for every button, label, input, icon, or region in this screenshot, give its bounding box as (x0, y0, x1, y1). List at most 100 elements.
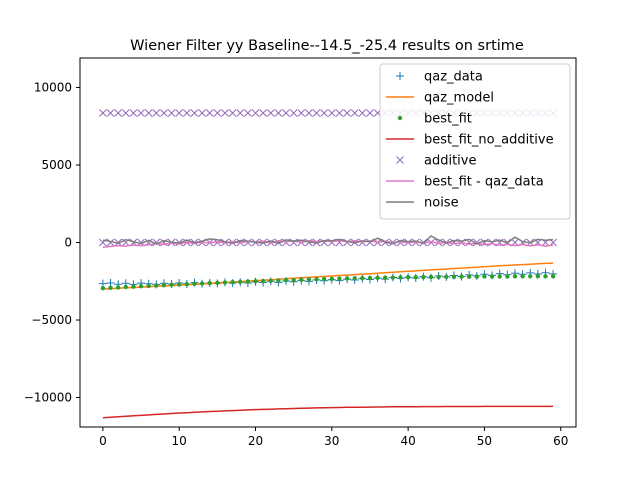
legend-swatch (397, 115, 403, 121)
legend-item-best-fit-qaz-data: best_fit - qaz_data (386, 175, 544, 190)
point-additive (198, 109, 206, 117)
point-additive (236, 109, 245, 117)
point-best-fit (215, 280, 220, 286)
x-tick-label: 20 (248, 434, 263, 448)
legend-swatch (396, 156, 404, 164)
point-additive (244, 109, 252, 117)
line-best-fit-no-additive (102, 405, 554, 419)
point-additive (167, 109, 176, 117)
point-best-fit (314, 277, 319, 282)
point-best-fit (268, 278, 273, 283)
point-best-fit (444, 274, 449, 279)
point-additive (221, 109, 229, 117)
point-best-fit (474, 274, 479, 279)
point-additive (175, 109, 184, 117)
point-additive (305, 109, 313, 117)
point-best-fit (505, 274, 510, 279)
y-tick-label: 10000 (34, 80, 72, 94)
point-additive (289, 109, 298, 117)
point-additive (266, 109, 275, 117)
point-additive (320, 109, 329, 117)
legend-item-qaz-data: qaz_data (396, 70, 483, 85)
x-tick-label: 40 (400, 434, 415, 448)
point-best-fit (360, 275, 365, 281)
legend-label: additive (424, 154, 476, 169)
point-best-fit (108, 285, 113, 290)
point-best-fit (177, 282, 182, 287)
x-axis: 0 10 20 30 40 50 60 (99, 427, 568, 448)
point-additive (244, 238, 252, 247)
point-best-fit (535, 274, 541, 279)
point-best-fit (367, 275, 373, 281)
point-best-fit (238, 279, 243, 285)
y-tick-label: 0 (64, 236, 72, 250)
point-additive (228, 238, 237, 247)
point-additive (274, 109, 283, 117)
point-additive (106, 238, 115, 247)
point-best-fit (131, 284, 136, 289)
point-best-fit (413, 275, 418, 280)
point-best-fit (222, 280, 228, 285)
point-best-fit (520, 274, 525, 279)
legend-item-best-fit: best_fit (397, 112, 472, 127)
point-additive (160, 109, 168, 117)
point-best-fit (253, 279, 258, 284)
point-best-fit (123, 284, 128, 290)
legend-item-additive: additive (396, 154, 476, 169)
point-additive (251, 109, 260, 117)
point-best-fit (199, 281, 205, 286)
point-best-fit (299, 277, 304, 282)
point-best-fit (291, 277, 296, 283)
point-best-fit (436, 274, 441, 280)
point-additive (99, 109, 107, 117)
x-tick-label: 60 (553, 434, 568, 448)
point-additive (182, 109, 191, 117)
legend-label: best_fit - qaz_data (424, 175, 544, 190)
point-additive (427, 238, 435, 247)
point-best-fit (283, 277, 289, 283)
point-additive (350, 109, 359, 117)
point-additive (137, 109, 145, 117)
point-best-fit (161, 282, 167, 288)
point-additive (366, 109, 374, 117)
point-best-fit (489, 274, 495, 279)
point-best-fit (421, 274, 426, 280)
point-best-fit (154, 283, 159, 288)
point-best-fit (459, 274, 464, 279)
point-best-fit (169, 282, 174, 287)
y-axis: −10000 −5000 0 5000 10000 (24, 80, 80, 405)
point-additive (205, 109, 214, 117)
y-tick-label: −10000 (24, 391, 72, 405)
point-best-fit (276, 278, 281, 283)
x-tick-label: 50 (477, 434, 492, 448)
legend-item-noise: noise (386, 196, 459, 211)
point-best-fit (497, 274, 502, 279)
point-best-fit (260, 278, 266, 284)
point-additive (152, 109, 161, 117)
point-additive (114, 109, 123, 117)
x-tick-label: 30 (324, 434, 339, 448)
legend-label: qaz_model (424, 91, 494, 106)
point-best-fit (451, 274, 457, 279)
point-additive (327, 109, 336, 117)
point-additive (106, 109, 115, 117)
legend-item-qaz-model: qaz_model (386, 91, 494, 106)
point-best-fit (482, 274, 487, 279)
line-noise (102, 235, 554, 245)
legend-box (379, 63, 571, 220)
legend-item-best-fit-no-additive: best_fit_no_additive (386, 133, 554, 148)
point-best-fit (390, 275, 396, 280)
legend-swatch (396, 72, 404, 80)
point-best-fit (344, 276, 350, 281)
point-best-fit (100, 286, 106, 291)
point-best-fit (230, 279, 235, 285)
point-best-fit (375, 275, 380, 281)
point-best-fit (405, 275, 411, 280)
point-additive (228, 109, 237, 117)
series-best-fit (100, 274, 556, 291)
point-additive (121, 109, 130, 117)
point-additive (358, 109, 367, 117)
series-best-fit-no-additive (102, 405, 554, 419)
legend-label: best_fit_no_additive (424, 133, 554, 148)
